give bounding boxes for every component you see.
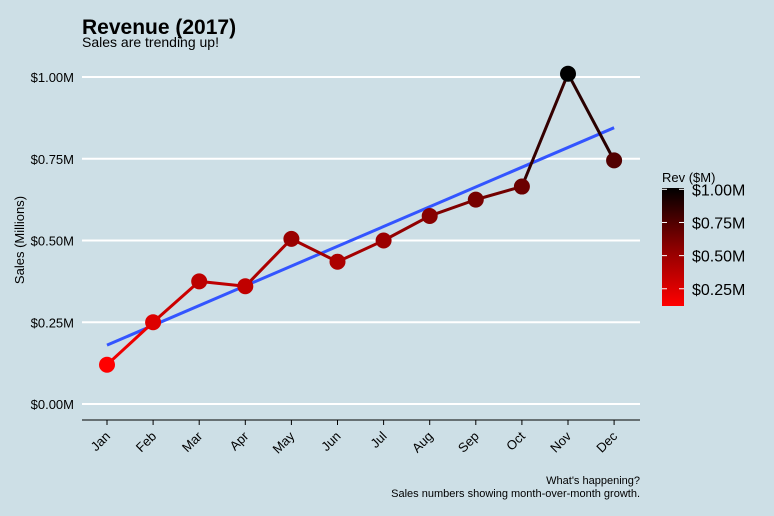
revenue-points — [99, 65, 623, 373]
data-point — [283, 230, 300, 247]
x-tick-label: Jun — [318, 429, 343, 454]
data-point — [421, 207, 438, 224]
x-tick-label: Jul — [367, 428, 389, 450]
legend-labels: $1.00M $0.75M $0.50M $0.25M — [662, 182, 745, 299]
data-point — [237, 278, 254, 295]
x-tick-label: Feb — [133, 429, 159, 455]
x-tick-label: Oct — [503, 428, 528, 453]
legend-colorbar — [662, 188, 684, 306]
data-point — [606, 152, 623, 169]
series-segment — [428, 198, 478, 218]
data-point — [191, 273, 208, 290]
y-axis-ticks: $0.00M $0.25M $0.50M $0.75M $1.00M — [31, 70, 74, 412]
data-point — [375, 232, 392, 249]
chart-subtitle: Sales are trending up! — [82, 34, 219, 50]
caption-line-1: What's happening? — [546, 475, 640, 487]
x-axis-ticks: Jan Feb Mar Apr May Jun Jul Aug Sep Oct Nov Dec — [88, 420, 621, 456]
x-tick-label: May — [270, 428, 298, 456]
x-tick-label: Aug — [409, 429, 436, 456]
y-tick-label: $0.00M — [31, 397, 74, 412]
y-tick-label: $0.25M — [31, 315, 74, 330]
caption-line-2: Sales numbers showing month-over-month g… — [391, 488, 640, 500]
chart-title: Revenue (2017) — [82, 16, 236, 39]
series-segment — [382, 214, 432, 242]
x-tick-label: Jan — [88, 429, 113, 454]
y-tick-label: $0.75M — [31, 152, 74, 167]
gridlines — [82, 76, 640, 405]
data-point — [329, 253, 346, 270]
data-point — [560, 65, 576, 82]
legend-label: $0.75M — [692, 215, 745, 232]
series-segment — [336, 239, 386, 264]
series-segment — [105, 320, 155, 367]
series-segment — [566, 72, 616, 162]
series-segment — [151, 279, 201, 324]
revenue-series — [105, 72, 616, 367]
y-tick-label: $0.50M — [31, 234, 74, 249]
x-tick-label: Dec — [593, 428, 620, 455]
x-tick-label: Apr — [227, 428, 252, 453]
color-legend: Rev ($M) $1.00M $0.75M $0.50M $0.25M — [662, 170, 745, 306]
trend-line — [106, 126, 615, 347]
data-point — [467, 191, 484, 208]
x-tick-label: Sep — [455, 429, 482, 456]
series-segment — [243, 237, 293, 288]
legend-label: $0.25M — [692, 282, 745, 299]
data-point — [513, 178, 530, 195]
series-segment — [520, 72, 570, 189]
data-point — [99, 356, 115, 373]
legend-title: Rev ($M) — [662, 170, 715, 185]
series-segment — [289, 237, 339, 264]
legend-label: $0.50M — [692, 249, 745, 266]
data-point — [145, 314, 162, 331]
x-tick-label: Nov — [547, 428, 574, 455]
y-axis-title: Sales (Millions) — [12, 196, 27, 284]
y-tick-label: $1.00M — [31, 70, 74, 85]
x-tick-label: Mar — [179, 428, 206, 455]
legend-label: $1.00M — [692, 182, 745, 199]
